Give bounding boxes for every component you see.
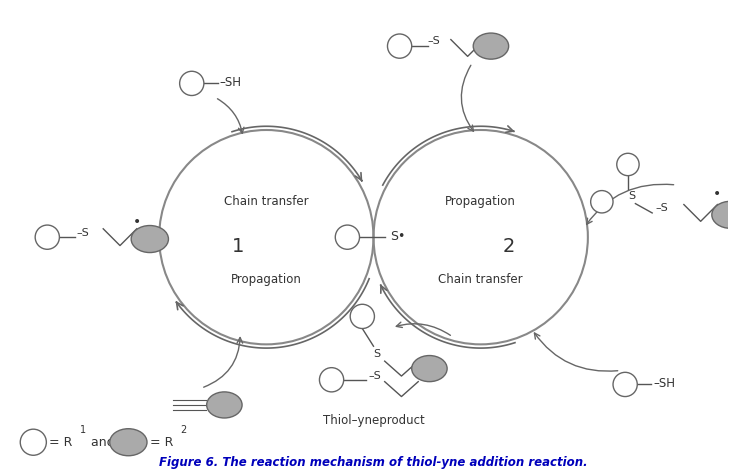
Ellipse shape (712, 201, 747, 228)
Text: –S: –S (656, 203, 669, 213)
Circle shape (335, 225, 359, 249)
Ellipse shape (474, 33, 509, 59)
Ellipse shape (131, 226, 169, 253)
Text: 1: 1 (80, 425, 86, 435)
Text: 2: 2 (503, 237, 515, 256)
Text: and: and (87, 436, 119, 449)
Ellipse shape (110, 429, 147, 456)
Text: S: S (628, 191, 635, 201)
Ellipse shape (207, 392, 242, 418)
Text: –SH: –SH (220, 76, 242, 89)
Text: Chain transfer: Chain transfer (438, 273, 523, 285)
Circle shape (20, 429, 46, 455)
Text: = R: = R (150, 436, 173, 449)
Text: •: • (133, 215, 141, 229)
Circle shape (388, 34, 412, 58)
Text: Propagation: Propagation (231, 273, 302, 285)
Text: S: S (374, 349, 381, 359)
Text: = R: = R (49, 436, 72, 449)
Circle shape (35, 225, 60, 249)
Text: 2: 2 (181, 425, 187, 435)
Text: Figure 6. The reaction mechanism of thiol-yne addition reaction.: Figure 6. The reaction mechanism of thio… (159, 456, 588, 469)
Circle shape (179, 71, 204, 95)
Circle shape (320, 368, 344, 392)
Text: Propagation: Propagation (445, 195, 516, 208)
Text: 1: 1 (232, 237, 244, 256)
Text: Chain transfer: Chain transfer (224, 195, 309, 208)
Circle shape (613, 372, 637, 397)
Text: •: • (713, 187, 722, 201)
Text: –S: –S (76, 228, 89, 238)
Circle shape (617, 153, 639, 176)
Ellipse shape (412, 356, 447, 381)
Text: S•: S• (390, 230, 406, 243)
Circle shape (591, 190, 613, 213)
Circle shape (350, 304, 374, 329)
Text: –S: –S (427, 37, 440, 47)
Text: –SH: –SH (653, 377, 675, 390)
Text: Thiol–yneproduct: Thiol–yneproduct (323, 414, 424, 428)
Text: –S: –S (369, 371, 382, 381)
